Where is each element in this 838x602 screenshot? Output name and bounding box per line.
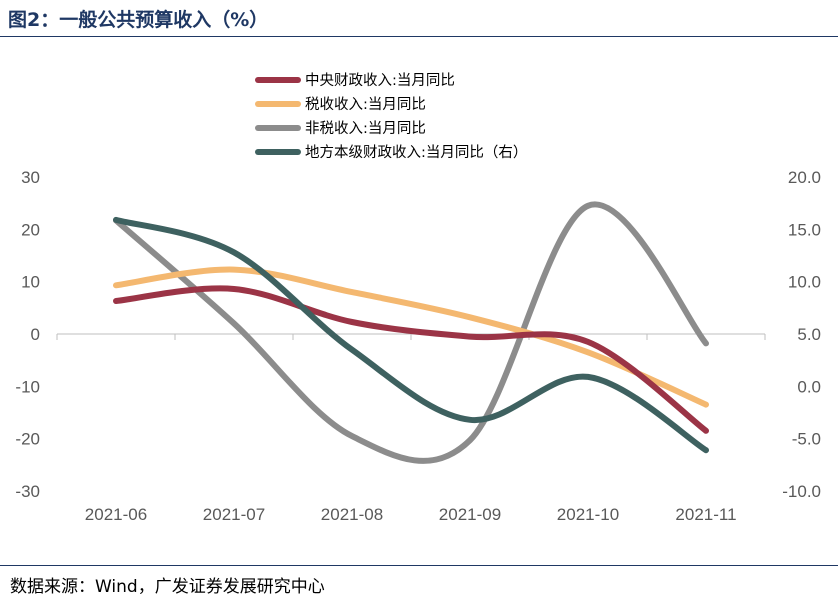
axes: 30 20 10 0 -10 -20 -30 20.0 15.0 10.0 5.0 0.0 -5.0 -1…	[15, 168, 821, 524]
y-right-tick-label: 0.0	[797, 377, 821, 396]
source-rule	[0, 565, 838, 566]
legend-label: 非税收入:当月同比	[305, 120, 426, 137]
series-line-3	[113, 201, 709, 464]
y-right-tick-label: 15.0	[788, 220, 821, 239]
x-tick-label: 2021-10	[557, 505, 619, 524]
y-left-tick-label: 20	[21, 220, 40, 239]
line-chart: 中央财政收入:当月同比税收收入:当月同比非税收入:当月同比地方本级财政收入:当月…	[15, 72, 821, 524]
x-tick-label: 2021-11	[675, 505, 736, 524]
legend-label: 税收收入:当月同比	[305, 96, 426, 113]
series-line-2	[113, 266, 709, 408]
legend: 中央财政收入:当月同比税收收入:当月同比非税收入:当月同比地方本级财政收入:当月…	[255, 72, 527, 161]
y-right-tick-label: -10.0	[782, 482, 821, 501]
y-left-tick-label: 0	[31, 325, 40, 344]
x-tick-label: 2021-09	[439, 505, 501, 524]
legend-label: 中央财政收入:当月同比	[305, 72, 455, 89]
series-lines	[113, 201, 709, 464]
series-line-4	[113, 216, 709, 454]
y-left-tick-label: 30	[21, 168, 40, 187]
y-left-tick-label: 10	[21, 273, 40, 292]
x-tick-label: 2021-07	[203, 505, 265, 524]
source-note: 数据来源：Wind，广发证券发展研究中心	[10, 577, 325, 597]
title-rule	[0, 36, 838, 37]
y-right-tick-label: -5.0	[792, 430, 821, 449]
y-right-tick-label: 5.0	[797, 325, 821, 344]
series-line-1	[113, 285, 709, 434]
x-tick-label: 2021-06	[85, 505, 147, 524]
legend-label: 地方本级财政收入:当月同比（右）	[305, 144, 527, 161]
y-right-tick-label: 10.0	[788, 273, 821, 292]
y-left-tick-label: -20	[15, 430, 40, 449]
y-left-tick-label: -30	[15, 482, 40, 501]
y-left-tick-label: -10	[15, 377, 40, 396]
y-right-tick-label: 20.0	[788, 168, 821, 187]
x-tick-label: 2021-08	[321, 505, 383, 524]
figure-title: 图2：一般公共预算收入（%）	[8, 9, 269, 31]
